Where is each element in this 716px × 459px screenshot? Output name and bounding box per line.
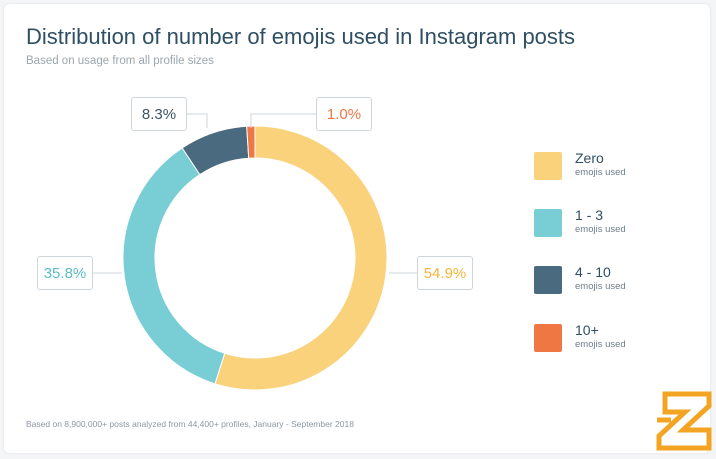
legend-label: Zero: [575, 150, 604, 166]
slice-4: [246, 125, 256, 159]
data-label-1: 54.9%: [417, 256, 473, 290]
slice-1: [214, 125, 388, 391]
chart-title: Distribution of number of emojis used in…: [26, 24, 576, 49]
data-label-3: 8.3%: [131, 97, 187, 131]
legend-swatch: [534, 324, 562, 352]
donut-slices: [122, 125, 388, 391]
legend-swatch: [534, 152, 562, 180]
legend-sublabel: emojis used: [575, 339, 626, 350]
legend-sublabel: emojis used: [575, 224, 626, 235]
legend-label: 10+: [575, 322, 599, 338]
footnote: Based on 8,900,000+ posts analyzed from …: [26, 419, 354, 429]
legend-label: 4 - 10: [575, 264, 611, 280]
legend-sublabel: emojis used: [575, 281, 626, 292]
chart-subtitle: Based on usage from all profile sizes: [26, 55, 214, 67]
legend-swatch: [534, 209, 562, 237]
legend-label: 1 - 3: [575, 207, 604, 223]
data-label-4: 1.0%: [316, 97, 372, 131]
leader-lines: [93, 113, 417, 274]
leader-line-3: [187, 113, 208, 128]
slice-2: [122, 147, 226, 385]
legend-swatch: [534, 266, 562, 294]
z-logo-icon: [656, 391, 712, 451]
legend-sublabel: emojis used: [575, 167, 626, 178]
data-label-2: 35.8%: [37, 256, 93, 290]
leader-line-4: [250, 113, 316, 128]
